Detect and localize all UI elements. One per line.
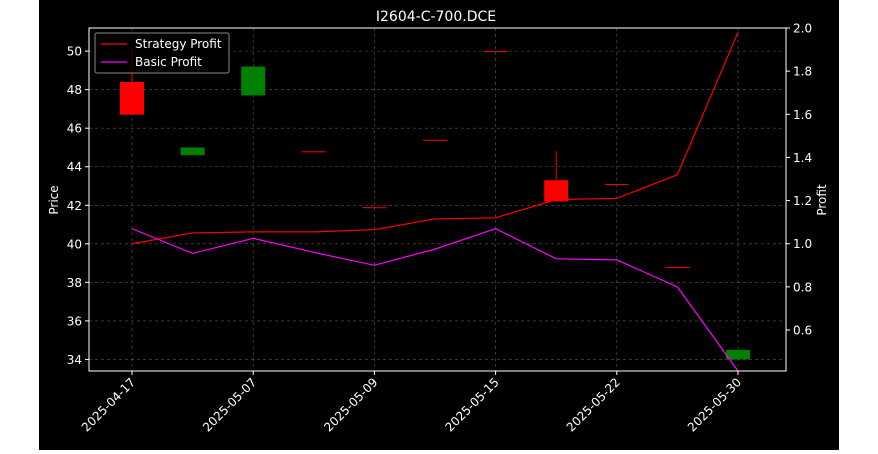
legend-label-strategy: Strategy Profit <box>135 37 222 51</box>
x-tick-label: 2025-05-07 <box>200 375 259 434</box>
candle-body <box>120 81 144 115</box>
candle-body <box>362 207 387 209</box>
y-axis-label: Price <box>47 185 61 214</box>
y2-tick-label: 1.0 <box>793 237 812 251</box>
y-tick-label: 48 <box>67 83 82 97</box>
chart-title: I2604-C-700.DCE <box>376 9 496 25</box>
candle-body <box>665 266 690 268</box>
candle-body <box>726 349 750 360</box>
y2-tick-label: 1.6 <box>793 108 812 122</box>
y2-tick-label: 1.8 <box>793 65 812 79</box>
y2-axis-label: Profit <box>815 184 829 216</box>
y2-tick-label: 0.6 <box>793 324 812 338</box>
y-tick-label: 46 <box>67 122 82 136</box>
y2-tick-label: 1.4 <box>793 151 812 165</box>
candle-body <box>544 180 569 202</box>
grid-lines <box>89 28 786 371</box>
y-tick-label: 42 <box>67 199 82 213</box>
x-tick-label: 2025-05-09 <box>321 375 380 434</box>
candle-body <box>180 147 205 156</box>
strategy-profit-line <box>131 32 739 245</box>
x-tick-label: 2025-05-15 <box>443 375 502 434</box>
candle-body <box>483 51 508 53</box>
y-tick-label: 38 <box>67 276 82 290</box>
plot-frame <box>88 27 787 372</box>
basic-profit-line <box>131 227 739 372</box>
y-axis-left: 34 36 38 40 42 44 46 48 50 <box>67 45 89 367</box>
candle-body <box>423 139 447 141</box>
legend: Strategy Profit Basic Profit <box>94 32 230 74</box>
candle-body <box>301 151 326 153</box>
y-tick-label: 50 <box>67 45 82 59</box>
y-tick-label: 36 <box>67 314 82 328</box>
x-tick-label: 2025-05-30 <box>685 375 744 434</box>
y2-tick-label: 2.0 <box>793 22 812 36</box>
y-tick-label: 44 <box>67 160 82 174</box>
legend-label-basic: Basic Profit <box>135 55 202 69</box>
candles <box>120 47 750 360</box>
x-tick-label: 2025-05-22 <box>564 375 623 434</box>
profit-lines <box>131 32 739 372</box>
x-tick-label: 2025-04-17 <box>79 375 138 434</box>
y2-tick-label: 1.2 <box>793 194 812 208</box>
chart-figure: I2604-C-700.DCE 34 36 38 40 42 44 46 48 50 0.6 0.… <box>39 0 839 450</box>
y-tick-label: 40 <box>67 237 82 251</box>
y2-tick-label: 0.8 <box>793 280 812 294</box>
candle-body <box>604 184 629 186</box>
x-axis: 2025-04-17 2025-05-07 2025-05-09 2025-05-15… <box>79 371 744 434</box>
legend-box <box>94 32 230 74</box>
candle-body <box>241 66 266 96</box>
y-tick-label: 34 <box>67 353 82 367</box>
y-axis-right: 0.6 0.8 1.0 1.2 1.4 1.6 1.8 2.0 <box>786 22 812 338</box>
